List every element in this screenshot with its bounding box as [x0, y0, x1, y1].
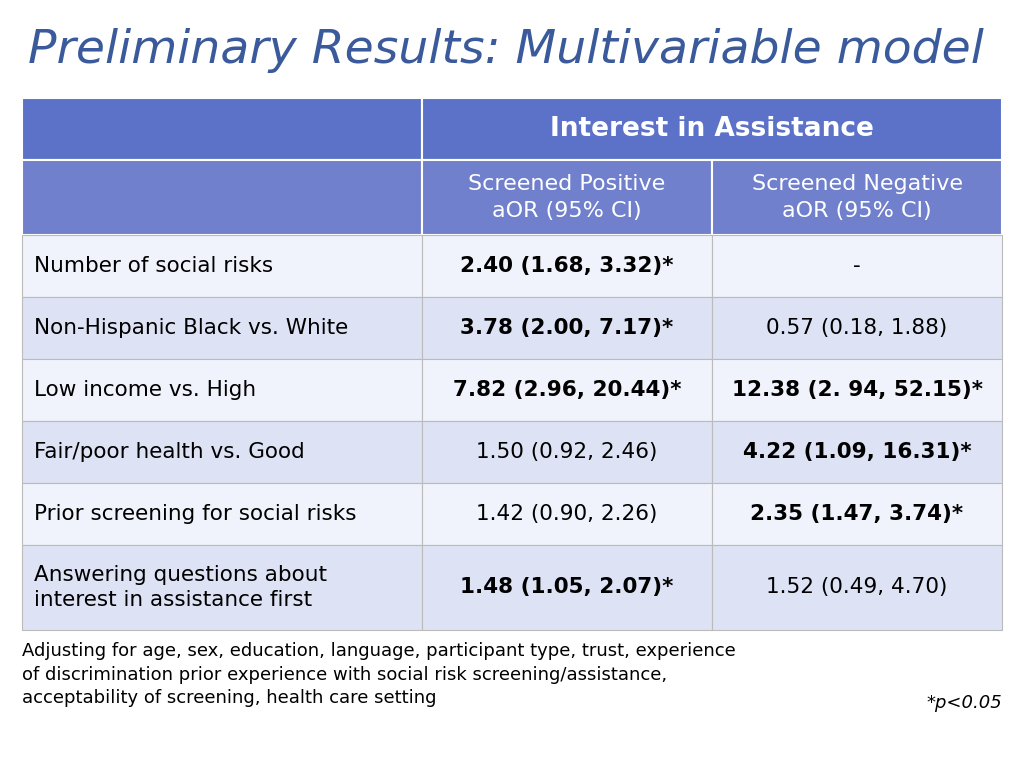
Bar: [712, 483, 1002, 545]
Bar: [422, 421, 712, 483]
Bar: [422, 235, 712, 297]
Text: *p<0.05: *p<0.05: [927, 694, 1002, 712]
Text: Screened Negative
aOR (95% CI): Screened Negative aOR (95% CI): [752, 174, 963, 220]
Text: 2.35 (1.47, 3.74)*: 2.35 (1.47, 3.74)*: [751, 504, 964, 524]
Bar: [22, 421, 422, 483]
Text: 0.57 (0.18, 1.88): 0.57 (0.18, 1.88): [766, 318, 947, 338]
Bar: [422, 359, 712, 421]
Bar: [422, 297, 712, 359]
Text: 12.38 (2. 94, 52.15)*: 12.38 (2. 94, 52.15)*: [731, 380, 982, 400]
Bar: [712, 359, 1002, 421]
Text: Adjusting for age, sex, education, language, participant type, trust, experience: Adjusting for age, sex, education, langu…: [22, 642, 736, 707]
Text: 3.78 (2.00, 7.17)*: 3.78 (2.00, 7.17)*: [461, 318, 674, 338]
Bar: [22, 297, 422, 359]
Bar: [422, 483, 712, 545]
Text: 1.48 (1.05, 2.07)*: 1.48 (1.05, 2.07)*: [461, 578, 674, 598]
Bar: [22, 98, 422, 160]
Text: Low income vs. High: Low income vs. High: [34, 380, 256, 400]
Bar: [422, 545, 712, 630]
Bar: [22, 160, 422, 235]
Text: 1.42 (0.90, 2.26): 1.42 (0.90, 2.26): [476, 504, 657, 524]
Text: Fair/poor health vs. Good: Fair/poor health vs. Good: [34, 442, 305, 462]
Text: 4.22 (1.09, 16.31)*: 4.22 (1.09, 16.31)*: [742, 442, 972, 462]
Bar: [422, 98, 1002, 160]
Text: 1.50 (0.92, 2.46): 1.50 (0.92, 2.46): [476, 442, 657, 462]
Bar: [22, 235, 422, 297]
Bar: [712, 235, 1002, 297]
Text: 1.52 (0.49, 4.70): 1.52 (0.49, 4.70): [766, 578, 947, 598]
Text: Screened Positive
aOR (95% CI): Screened Positive aOR (95% CI): [468, 174, 666, 220]
Bar: [712, 545, 1002, 630]
Bar: [22, 483, 422, 545]
Text: 2.40 (1.68, 3.32)*: 2.40 (1.68, 3.32)*: [460, 256, 674, 276]
Bar: [22, 359, 422, 421]
Text: -: -: [853, 256, 861, 276]
Bar: [712, 297, 1002, 359]
Text: Non-Hispanic Black vs. White: Non-Hispanic Black vs. White: [34, 318, 348, 338]
Text: Preliminary Results: Multivariable model: Preliminary Results: Multivariable model: [28, 28, 984, 73]
Text: Interest in Assistance: Interest in Assistance: [550, 116, 873, 142]
Text: 7.82 (2.96, 20.44)*: 7.82 (2.96, 20.44)*: [453, 380, 681, 400]
Bar: [422, 160, 712, 235]
Bar: [712, 160, 1002, 235]
Text: Answering questions about
interest in assistance first: Answering questions about interest in as…: [34, 565, 327, 610]
Text: Number of social risks: Number of social risks: [34, 256, 273, 276]
Text: Prior screening for social risks: Prior screening for social risks: [34, 504, 356, 524]
Bar: [712, 421, 1002, 483]
Bar: [22, 545, 422, 630]
